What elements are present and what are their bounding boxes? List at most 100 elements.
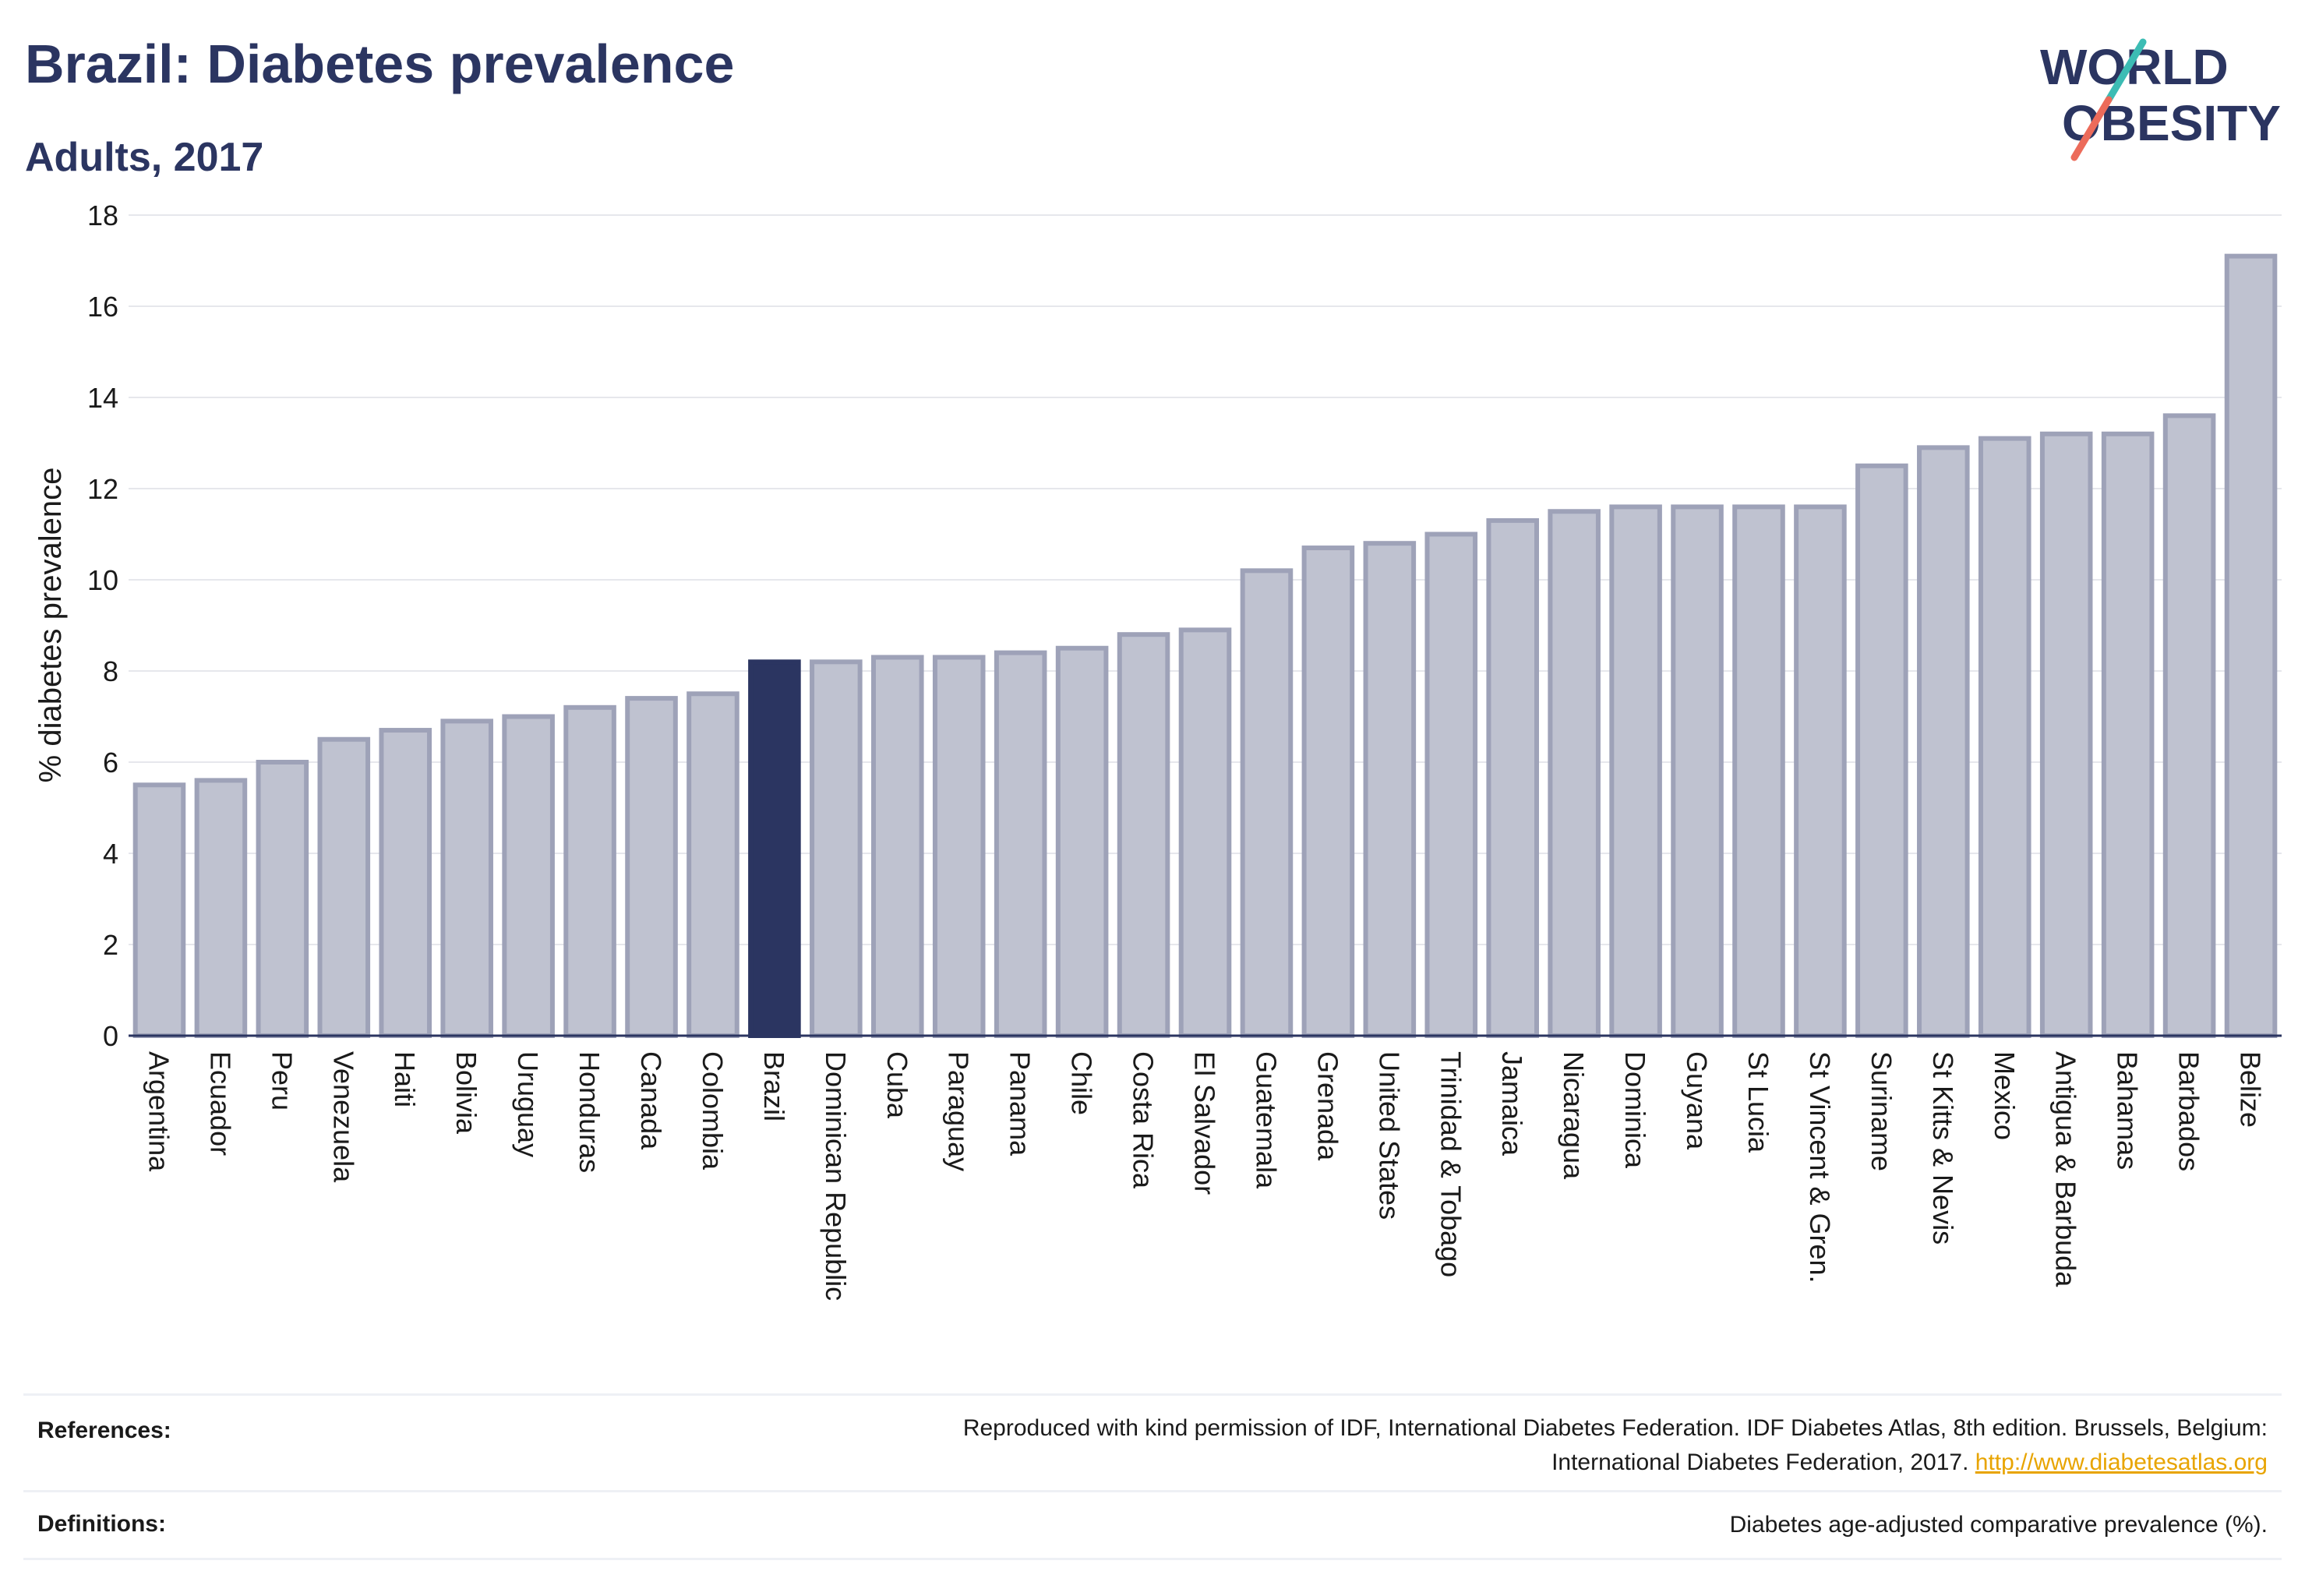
- references-label: References:: [37, 1418, 171, 1443]
- x-tick-label: Venezuela: [327, 1051, 359, 1183]
- bar-bolivia: [440, 719, 493, 1038]
- references-line-1: Reproduced with kind permission of IDF, …: [962, 1415, 2268, 1441]
- x-tick-label: Brazil: [758, 1051, 790, 1121]
- x-tick-label: Costa Rica: [1128, 1051, 1160, 1189]
- x-axis-labels: Argentina Ecuador Peru Venezuela Haiti Bolivi…: [143, 1051, 2266, 1301]
- bar-cuba: [870, 655, 924, 1038]
- bar-canada: [625, 696, 678, 1038]
- references-row: References: Reproduced with kind permiss…: [23, 1393, 2282, 1492]
- x-tick-label: Dominican Republic: [820, 1051, 852, 1301]
- x-tick-label: Dominica: [1619, 1051, 1651, 1169]
- x-tick-label: El Salvador: [1189, 1051, 1221, 1195]
- bar-nicaragua: [1548, 509, 1601, 1038]
- bar-panama: [994, 650, 1047, 1038]
- bar-united-states: [1363, 541, 1417, 1038]
- x-tick-label: Jamaica: [1496, 1051, 1528, 1156]
- bar-costa-rica: [1117, 632, 1170, 1038]
- bar-uruguay: [502, 714, 555, 1038]
- x-tick-label: Mexico: [1989, 1051, 2021, 1140]
- x-tick-label: Cuba: [881, 1051, 913, 1119]
- x-tick-label: Bahamas: [2112, 1051, 2144, 1170]
- x-tick-label: Trinidad & Tobago: [1435, 1051, 1467, 1277]
- bar-chart: 0 2 4 6 8 10 12 14 16 18 Argentina Ecuador Peru Vene…: [34, 200, 2282, 1301]
- x-tick-label: Guatemala: [1250, 1051, 1282, 1189]
- bar-trinidad-tobago: [1424, 531, 1478, 1038]
- bar-dominica: [1609, 504, 1662, 1038]
- y-tick-label: 2: [103, 929, 118, 961]
- references-text: Reproduced with kind permission of IDF, …: [963, 1411, 2268, 1480]
- references-line-2: International Diabetes Federation, 2017.…: [963, 1446, 2268, 1480]
- bar-st-kitts-nevis: [1917, 445, 1970, 1038]
- x-tick-label: Suriname: [1866, 1051, 1897, 1171]
- x-tick-label: Chile: [1066, 1051, 1098, 1115]
- x-tick-label: Colombia: [697, 1051, 729, 1171]
- y-tick-label: 0: [103, 1020, 118, 1052]
- bar-st-vincent-gren-: [1794, 504, 1847, 1038]
- x-tick-label: Barbados: [2173, 1051, 2205, 1171]
- x-tick-label: Ecuador: [204, 1051, 236, 1156]
- logo-text-world: WORLD: [2040, 39, 2229, 95]
- bar-venezuela: [317, 736, 371, 1038]
- logo-slash-teal-icon: [2105, 38, 2147, 104]
- bar-guyana: [1671, 504, 1724, 1038]
- bar-paraguay: [932, 655, 986, 1038]
- x-tick-label: St Lucia: [1742, 1051, 1774, 1153]
- bar-st-lucia: [1732, 504, 1785, 1038]
- references-line-2-text: International Diabetes Federation, 2017.: [1551, 1449, 1969, 1475]
- bar-chile: [1055, 645, 1109, 1038]
- x-tick-label: St Vincent & Gren.: [1804, 1051, 1836, 1284]
- y-tick-label: 12: [87, 473, 118, 505]
- bar-mexico: [1978, 436, 2031, 1038]
- x-tick-label: St Kitts & Nevis: [1927, 1051, 1959, 1245]
- bar-jamaica: [1486, 517, 1540, 1038]
- definitions-row: Definitions: Diabetes age-adjusted compa…: [23, 1490, 2282, 1560]
- bar-bahamas: [2101, 431, 2155, 1038]
- bar-guatemala: [1240, 568, 1294, 1038]
- x-tick-label: Peru: [266, 1051, 298, 1110]
- x-tick-label: Antigua & Barbuda: [2050, 1051, 2082, 1287]
- x-tick-label: Argentina: [143, 1051, 175, 1172]
- bar-el-salvador: [1178, 627, 1232, 1038]
- page-title: Brazil: Diabetes prevalence: [25, 34, 735, 94]
- definitions-label: Definitions:: [37, 1511, 166, 1537]
- bar-argentina: [132, 782, 186, 1038]
- bar-colombia: [687, 691, 740, 1038]
- bars: [132, 253, 2278, 1039]
- x-tick-label: United States: [1373, 1051, 1405, 1220]
- bar-ecuador: [194, 778, 248, 1039]
- bar-dominican-republic: [810, 659, 863, 1038]
- bar-peru: [256, 760, 309, 1038]
- bar-haiti: [379, 728, 432, 1038]
- x-tick-label: Belize: [2235, 1051, 2267, 1128]
- bar-grenada: [1301, 546, 1355, 1038]
- definitions-text: Diabetes age-adjusted comparative preval…: [1729, 1512, 2268, 1538]
- y-tick-label: 14: [87, 382, 118, 414]
- x-tick-label: Panama: [1004, 1051, 1036, 1156]
- page-subtitle: Adults, 2017: [25, 135, 264, 180]
- y-tick-label: 8: [103, 655, 118, 687]
- y-axis-label: % diabetes prevalence: [34, 468, 68, 783]
- x-tick-label: Guyana: [1681, 1051, 1713, 1150]
- world-obesity-logo: WORLD OBESITY: [2040, 38, 2281, 161]
- x-tick-label: Nicaragua: [1558, 1051, 1590, 1180]
- bar-barbados: [2162, 413, 2216, 1038]
- diabetes-atlas-link[interactable]: http://www.diabetesatlas.org: [1975, 1449, 2268, 1475]
- bar-honduras: [563, 704, 616, 1038]
- x-tick-label: Haiti: [389, 1051, 421, 1107]
- x-tick-label: Honduras: [574, 1051, 605, 1173]
- x-tick-label: Grenada: [1311, 1051, 1343, 1161]
- y-tick-label: 6: [103, 747, 118, 779]
- y-axis-ticks: 0 2 4 6 8 10 12 14 16 18: [87, 200, 118, 1052]
- y-tick-label: 10: [87, 564, 118, 596]
- x-tick-label: Paraguay: [943, 1051, 975, 1171]
- y-tick-label: 16: [87, 291, 118, 323]
- x-tick-label: Uruguay: [512, 1051, 544, 1157]
- logo-slash-coral-icon: [2070, 96, 2113, 161]
- bar-brazil: [748, 659, 801, 1038]
- y-tick-label: 4: [103, 838, 118, 870]
- x-tick-label: Bolivia: [450, 1051, 482, 1135]
- x-tick-label: Canada: [635, 1051, 667, 1150]
- y-tick-label: 18: [87, 200, 118, 231]
- bar-suriname: [1855, 463, 1908, 1038]
- bar-antigua-barbuda: [2039, 431, 2093, 1038]
